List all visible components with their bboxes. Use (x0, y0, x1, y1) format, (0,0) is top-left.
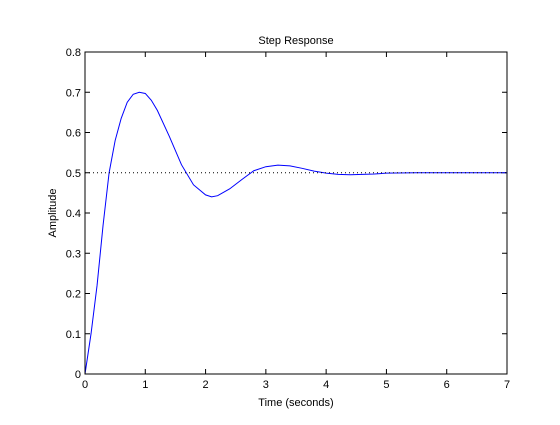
x-tick-label: 6 (444, 379, 450, 391)
x-tick-label: 4 (323, 379, 329, 391)
y-tick-label: 0.8 (66, 47, 81, 59)
y-tick-label: 0.2 (66, 289, 81, 301)
plot-area-background (85, 52, 507, 374)
y-tick-label: 0.6 (66, 128, 81, 140)
y-axis-title: Amplitude (47, 189, 59, 238)
y-tick-label: 0.7 (66, 87, 81, 99)
x-tick-label: 0 (82, 379, 88, 391)
y-tick-label: 0.3 (66, 248, 81, 260)
y-tick-label: 0.5 (66, 168, 81, 180)
chart-title: Step Response (258, 35, 333, 47)
x-tick-label: 5 (383, 379, 389, 391)
y-tick-label: 0 (75, 369, 81, 381)
y-tick-label: 0.1 (66, 329, 81, 341)
x-tick-label: 2 (203, 379, 209, 391)
y-tick-label: 0.4 (66, 208, 81, 220)
x-tick-label: 3 (263, 379, 269, 391)
plot-area-frame (84, 51, 508, 375)
step-response-line (84, 91, 507, 375)
x-tick-label: 1 (142, 379, 148, 391)
x-axis-title: Time (seconds) (258, 397, 333, 409)
x-tick-label: 7 (504, 379, 510, 391)
